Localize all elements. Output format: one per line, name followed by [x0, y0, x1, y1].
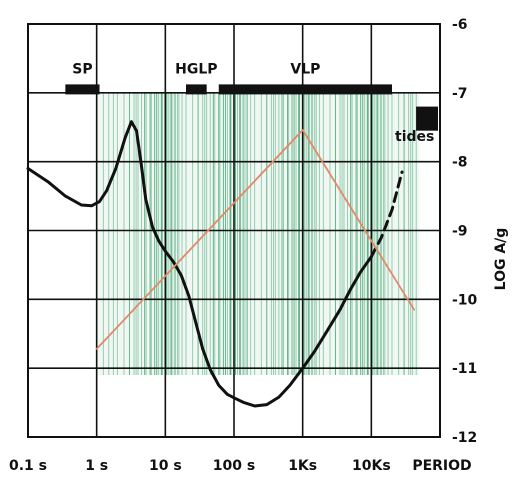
y-axis-title: LOG A/g [493, 228, 509, 291]
series-group [26, 120, 416, 408]
shaded-region-group [96, 92, 420, 376]
annotations-group: tides [395, 106, 438, 145]
band-label: VLP [290, 61, 320, 77]
bands-group: SP HGLP VLP [65, 61, 393, 95]
x-tick-label: 0.1 s [9, 458, 47, 474]
x-tick-label: 10Ks [352, 458, 391, 474]
band-label: SP [72, 61, 92, 77]
x-tick-label: 100 s [213, 458, 255, 474]
x-axis-title: PERIOD [412, 458, 471, 474]
tides-marker [416, 106, 438, 131]
y-tick-label: -8 [452, 155, 468, 171]
x-tick-label: 1 s [85, 458, 108, 474]
band-bar [218, 84, 393, 95]
x-tick-label: 10 s [149, 458, 182, 474]
band-label: HGLP [175, 61, 217, 77]
tides-label: tides [395, 129, 434, 145]
y-tick-label: -9 [452, 224, 468, 240]
y-tick-label: -11 [452, 361, 477, 377]
series-line-1 [369, 170, 404, 259]
y-tick-label: -6 [452, 17, 468, 33]
y-tick-label: -10 [452, 292, 478, 308]
y-tick-label: -7 [452, 86, 468, 102]
band-bar [186, 84, 207, 95]
x-tick-label: 1Ks [288, 458, 317, 474]
band-bar [65, 84, 100, 95]
tick-labels-group: 0.1 s 1 s 10 s 100 s 1Ks 10Ks -6 -7 -8 -9 -10 -11 -1… [9, 17, 478, 474]
series-line-2 [95, 129, 416, 350]
plot-frame [27, 23, 441, 438]
series-line-0 [26, 120, 373, 408]
y-tick-label: -12 [452, 430, 477, 446]
